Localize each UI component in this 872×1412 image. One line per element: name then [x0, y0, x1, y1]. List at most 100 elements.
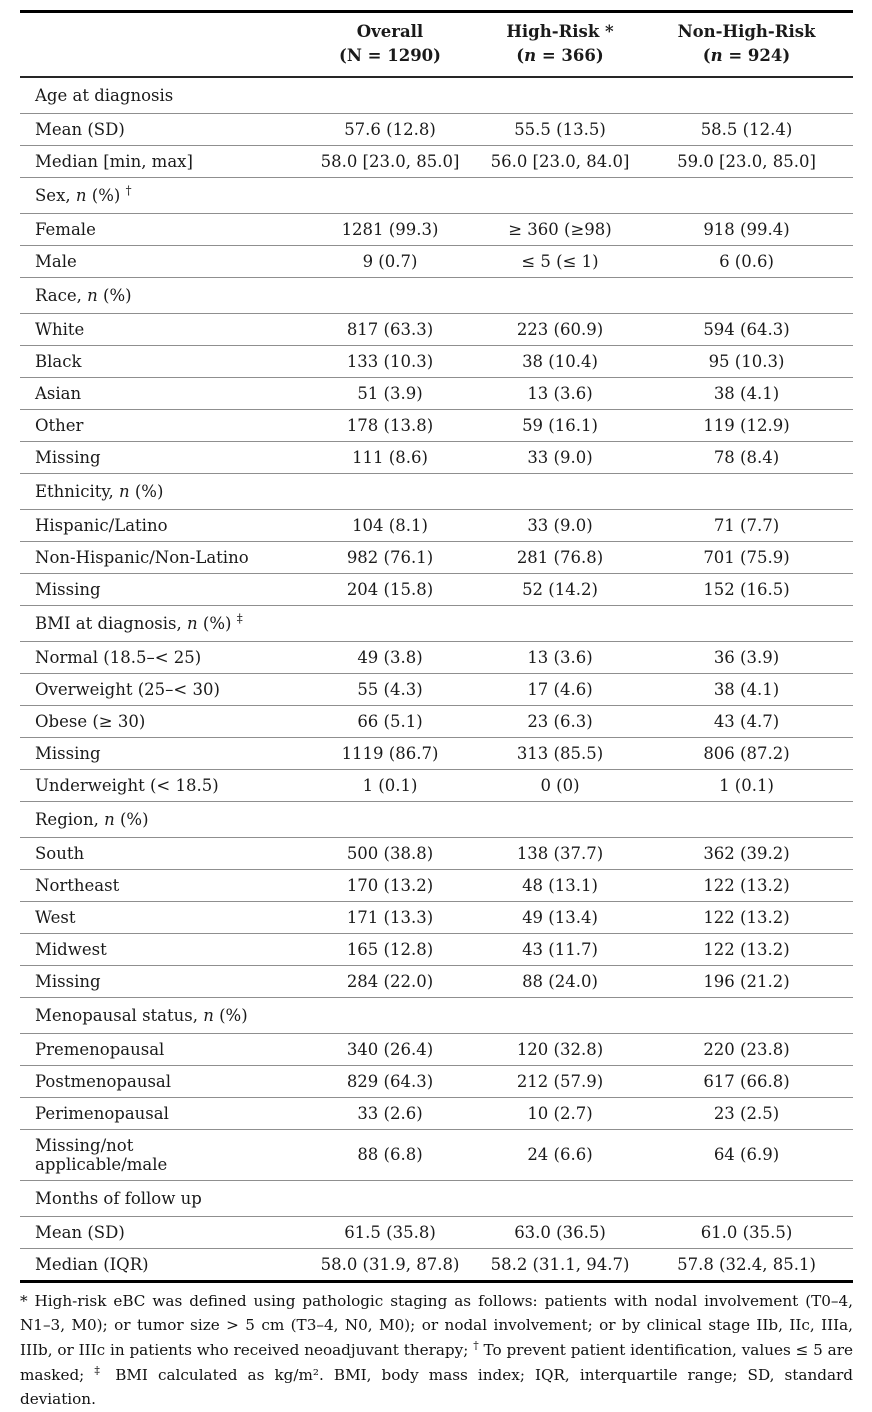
row-label: Female — [20, 213, 300, 246]
cell-value: 817 (63.3) — [300, 313, 480, 346]
cell-value: 10 (2.7) — [480, 1097, 640, 1130]
section-label: Race, n (%) — [20, 277, 853, 314]
table-row: Non-Hispanic/Non-Latino 982 (76.1) 281 (76… — [20, 541, 853, 574]
table-row: West 171 (13.3) 49 (13.4) 122 (13.2) — [20, 901, 853, 934]
cell-value: 58.0 (31.9, 87.8) — [300, 1248, 480, 1282]
section-row: Ethnicity, n (%) — [20, 473, 853, 510]
cell-value: 95 (10.3) — [640, 345, 853, 378]
table-row: Asian 51 (3.9) 13 (3.6) 38 (4.1) — [20, 377, 853, 410]
cell-value: 220 (23.8) — [640, 1033, 853, 1066]
row-label: Missing/not applicable/male — [20, 1129, 300, 1181]
row-label: Mean (SD) — [20, 1216, 300, 1249]
cell-value: 111 (8.6) — [300, 441, 480, 474]
cell-value: 133 (10.3) — [300, 345, 480, 378]
row-label: South — [20, 837, 300, 870]
table-row: Missing 284 (22.0) 88 (24.0) 196 (21.2) — [20, 965, 853, 998]
table-row: Hispanic/Latino 104 (8.1) 33 (9.0) 71 (7.7) — [20, 509, 853, 542]
cell-value: 1119 (86.7) — [300, 737, 480, 770]
section-row: Sex, n (%) † — [20, 177, 853, 214]
table-footnote: * High-risk eBC was defined using pathol… — [20, 1291, 854, 1409]
cell-value: 23 (2.5) — [640, 1097, 853, 1130]
table-row: Perimenopausal 33 (2.6) 10 (2.7) 23 (2.5) — [20, 1097, 853, 1130]
cell-value: 59 (16.1) — [480, 409, 640, 442]
row-label: Black — [20, 345, 300, 378]
cell-value: 24 (6.6) — [480, 1129, 640, 1181]
cell-value: 313 (85.5) — [480, 737, 640, 770]
cell-value: 56.0 [23.0, 84.0] — [480, 145, 640, 178]
row-label: Hispanic/Latino — [20, 509, 300, 542]
column-header: High-Risk * (n = 366) — [480, 11, 640, 78]
cell-value: 58.5 (12.4) — [640, 113, 853, 146]
table-row: Overweight (25–< 30) 55 (4.3) 17 (4.6) 38 (… — [20, 673, 853, 706]
cell-value: 500 (38.8) — [300, 837, 480, 870]
row-label: Postmenopausal — [20, 1065, 300, 1098]
cell-value: 43 (11.7) — [480, 933, 640, 966]
row-label: Midwest — [20, 933, 300, 966]
table-body: Age at diagnosis Mean (SD) 57.6 (12.8) 55.5… — [20, 76, 853, 1282]
cell-value: 57.8 (32.4, 85.1) — [640, 1248, 853, 1282]
cell-value: 594 (64.3) — [640, 313, 853, 346]
cell-value: 88 (24.0) — [480, 965, 640, 998]
table-row: Other 178 (13.8) 59 (16.1) 119 (12.9) — [20, 409, 853, 442]
cell-value: 617 (66.8) — [640, 1065, 853, 1098]
row-label: Overweight (25–< 30) — [20, 673, 300, 706]
cell-value: 59.0 [23.0, 85.0] — [640, 145, 853, 178]
cell-value: 57.6 (12.8) — [300, 113, 480, 146]
table-row: Normal (18.5–< 25) 49 (3.8) 13 (3.6) 36 (3.… — [20, 641, 853, 674]
table-row: Female 1281 (99.3) ≥ 360 (≥98) 918 (99.4) — [20, 213, 853, 246]
cell-value: 0 (0) — [480, 769, 640, 802]
cell-value: 52 (14.2) — [480, 573, 640, 606]
cell-value: 340 (26.4) — [300, 1033, 480, 1066]
cell-value: 1281 (99.3) — [300, 213, 480, 246]
section-label: Ethnicity, n (%) — [20, 473, 853, 510]
section-row: Age at diagnosis — [20, 76, 853, 114]
cell-value: 9 (0.7) — [300, 245, 480, 278]
section-row: Region, n (%) — [20, 801, 853, 838]
cell-value: 33 (9.0) — [480, 509, 640, 542]
table-row: Midwest 165 (12.8) 43 (11.7) 122 (13.2) — [20, 933, 853, 966]
cell-value: 66 (5.1) — [300, 705, 480, 738]
row-label: White — [20, 313, 300, 346]
row-label: Underweight (< 18.5) — [20, 769, 300, 802]
table-row: South 500 (38.8) 138 (37.7) 362 (39.2) — [20, 837, 853, 870]
row-label: Missing — [20, 965, 300, 998]
cell-value: 6 (0.6) — [640, 245, 853, 278]
table-row: Northeast 170 (13.2) 48 (13.1) 122 (13.2) — [20, 869, 853, 902]
section-row: Menopausal status, n (%) — [20, 997, 853, 1034]
table-row: Mean (SD) 57.6 (12.8) 55.5 (13.5) 58.5 (12.… — [20, 113, 853, 146]
cell-value: 33 (9.0) — [480, 441, 640, 474]
table-row: Missing 204 (15.8) 52 (14.2) 152 (16.5) — [20, 573, 853, 606]
cell-value: 64 (6.9) — [640, 1129, 853, 1181]
cell-value: 58.2 (31.1, 94.7) — [480, 1248, 640, 1282]
cell-value: 170 (13.2) — [300, 869, 480, 902]
table-row: Mean (SD) 61.5 (35.8) 63.0 (36.5) 61.0 (35.… — [20, 1216, 853, 1249]
cell-value: 122 (13.2) — [640, 869, 853, 902]
cell-value: 43 (4.7) — [640, 705, 853, 738]
table-row: Postmenopausal 829 (64.3) 212 (57.9) 617 (6… — [20, 1065, 853, 1098]
cell-value: 38 (4.1) — [640, 673, 853, 706]
cell-value: 78 (8.4) — [640, 441, 853, 474]
cell-value: 23 (6.3) — [480, 705, 640, 738]
section-row: Months of follow up — [20, 1180, 853, 1217]
cell-value: 178 (13.8) — [300, 409, 480, 442]
row-label: Median (IQR) — [20, 1248, 300, 1282]
cell-value: 196 (21.2) — [640, 965, 853, 998]
table-row: Missing/not applicable/male 88 (6.8) 24 (6… — [20, 1129, 853, 1181]
cell-value: 17 (4.6) — [480, 673, 640, 706]
row-label: Premenopausal — [20, 1033, 300, 1066]
row-label: Obese (≥ 30) — [20, 705, 300, 738]
row-label: Perimenopausal — [20, 1097, 300, 1130]
cell-value: 71 (7.7) — [640, 509, 853, 542]
cell-value: 806 (87.2) — [640, 737, 853, 770]
cell-value: 38 (10.4) — [480, 345, 640, 378]
column-header: Overall (N = 1290) — [300, 11, 480, 78]
cell-value: 281 (76.8) — [480, 541, 640, 574]
section-label: Menopausal status, n (%) — [20, 997, 853, 1034]
cell-value: 122 (13.2) — [640, 901, 853, 934]
column-header: Non-High-Risk (n = 924) — [640, 11, 853, 78]
cell-value: 701 (75.9) — [640, 541, 853, 574]
cell-value: 55.5 (13.5) — [480, 113, 640, 146]
section-label: BMI at diagnosis, n (%) ‡ — [20, 605, 853, 642]
cell-value: 51 (3.9) — [300, 377, 480, 410]
